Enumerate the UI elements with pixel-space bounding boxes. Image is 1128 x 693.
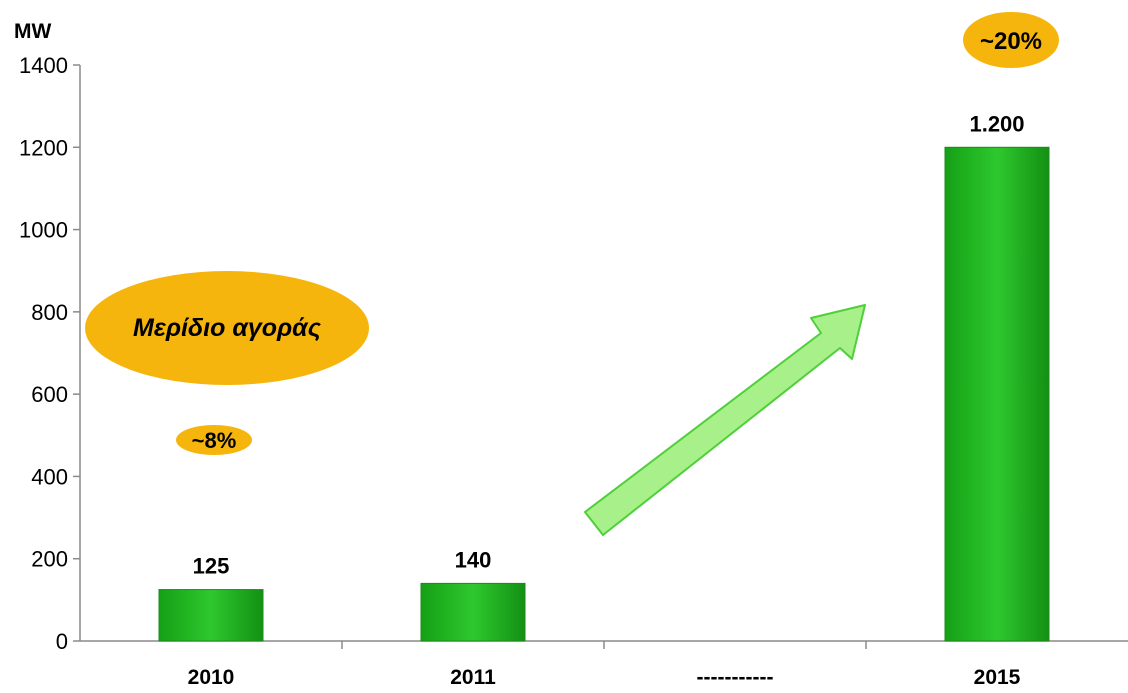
x-axis <box>80 641 1128 649</box>
x-axis-labels: 2010 2011 ----------- 2015 <box>188 666 1021 689</box>
bar <box>421 583 525 641</box>
y-tick-label: 200 <box>31 547 68 572</box>
market-share-label: Μερίδιο αγοράς <box>133 314 322 342</box>
y-tick-label: 0 <box>56 629 68 654</box>
bar-value-label: 1.200 <box>969 111 1024 136</box>
x-tick-label: 2011 <box>450 666 496 689</box>
y-tick-label: 1400 <box>19 53 68 78</box>
bars <box>159 147 1049 641</box>
y-tick-label: 800 <box>31 300 68 325</box>
x-tick-label: 2010 <box>188 666 235 689</box>
bar-value-label: 125 <box>193 554 230 579</box>
bar <box>945 147 1049 641</box>
bar-value-label: 140 <box>455 547 492 572</box>
y-tick-label: 600 <box>31 382 68 407</box>
x-tick-label: ----------- <box>697 666 774 689</box>
y-unit-label: MW <box>14 20 51 43</box>
x-tick-label: 2015 <box>974 666 1021 689</box>
y-axis-ticks: 0 200 400 600 800 1000 1200 1400 <box>19 53 80 654</box>
bar <box>159 590 263 641</box>
share-2010-label: ~8% <box>192 428 237 453</box>
y-tick-label: 1000 <box>19 218 68 243</box>
growth-arrow <box>585 305 865 535</box>
y-tick-label: 400 <box>31 464 68 489</box>
share-2015-label: ~20% <box>980 28 1042 55</box>
y-tick-label: 1200 <box>19 135 68 160</box>
